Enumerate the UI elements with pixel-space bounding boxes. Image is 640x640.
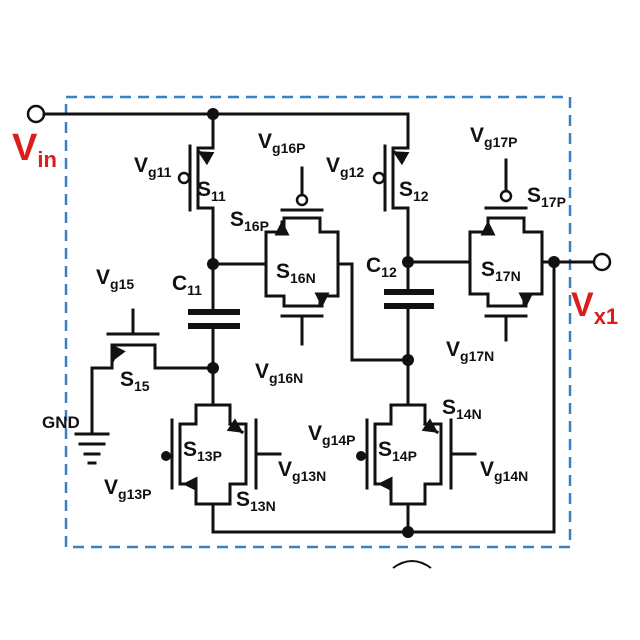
vg14n-label: Vg14N [480,458,528,484]
s14n-label: S14N [442,396,482,422]
vg14p-label: Vg14P [308,422,355,448]
vg16n-label: Vg16N [255,360,303,386]
s12-transistor [372,112,410,264]
bottom-partial-glyph [392,560,432,569]
s12-label: S12 [399,178,429,204]
s16p-label: S16P [230,208,269,234]
vg17n-label: Vg17N [446,338,494,364]
gnd-label: GND [42,413,80,432]
s17-transmission-gate [468,158,612,534]
boundary-box [64,95,572,549]
input-rail [26,104,410,124]
s15-label: S15 [120,368,150,394]
s13-transmission-gate [161,403,282,534]
vg13p-label: Vg13P [104,476,151,502]
s16-transmission-gate [264,166,410,362]
input-label: Vin [12,127,57,172]
s15-transistor [74,308,215,465]
c12-label: C12 [366,254,397,280]
s11-label: S11 [197,178,226,204]
vg17p-label: Vg17P [470,124,517,150]
vg12-label: Vg12 [326,154,364,180]
node-wires [207,256,472,312]
c11-capacitor [188,309,240,407]
s17n-label: S17N [481,258,521,284]
vg15-label: Vg15 [96,266,134,292]
s16n-label: S16N [276,260,316,286]
s14p-label: S14P [378,438,417,464]
vg13n-label: Vg13N [278,458,326,484]
s13p-label: S13P [183,438,222,464]
output-label: Vx1 [571,286,618,329]
s17p-label: S17P [527,184,566,210]
s13n-label: S13N [236,488,276,514]
s14-transmission-gate [356,403,477,538]
c11-label: C11 [172,272,202,298]
s11-transistor [177,112,215,266]
vg11-label: Vg11 [134,154,172,180]
vg16p-label: Vg16P [258,130,305,156]
c12-capacitor [384,289,434,407]
